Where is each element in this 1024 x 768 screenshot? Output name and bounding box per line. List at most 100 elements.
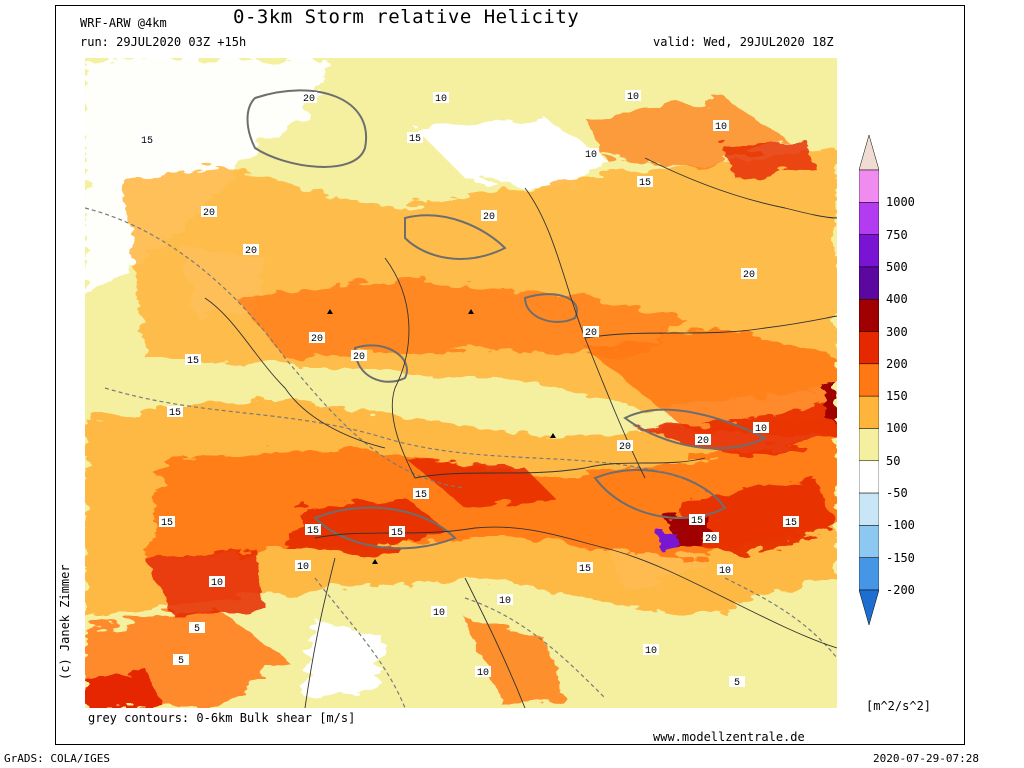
colorbar: [859, 135, 879, 626]
svg-text:10: 10: [719, 566, 731, 577]
chart-title: 0-3km Storm relative Helicity: [233, 6, 580, 28]
colorbar-tick-label: 300: [886, 324, 908, 339]
svg-text:10: 10: [433, 608, 445, 619]
contour-label: 10: [583, 148, 599, 161]
grads-label: GrADS: COLA/IGES: [4, 752, 110, 765]
credit-label: (c) Janek Zimmer: [58, 564, 72, 680]
svg-text:10: 10: [627, 92, 639, 103]
svg-text:15: 15: [415, 490, 427, 501]
svg-text:20: 20: [483, 212, 495, 223]
svg-text:10: 10: [297, 562, 309, 573]
colorbar-tick-label: 400: [886, 292, 908, 307]
svg-text:15: 15: [579, 564, 591, 575]
contour-label: 5: [729, 676, 745, 689]
contour-label: 10: [295, 560, 311, 573]
colorbar-bins: [859, 169, 879, 591]
colorbar-tick-label: -200: [886, 583, 915, 597]
contour-label: 15: [139, 134, 155, 147]
colorbar-bin: [859, 234, 879, 268]
contour-label: 10: [713, 120, 729, 133]
svg-text:15: 15: [169, 408, 181, 419]
contour-label: 10: [497, 594, 513, 607]
svg-text:10: 10: [435, 94, 447, 105]
contour-label: 20: [351, 350, 367, 363]
contour-label: 15: [783, 516, 799, 529]
contour-label: 10: [209, 576, 225, 589]
svg-text:20: 20: [585, 328, 597, 339]
svg-text:20: 20: [697, 436, 709, 447]
colorbar-tick-label: -50: [886, 486, 908, 501]
colorbar-tick-label: 1000: [886, 195, 915, 210]
svg-text:20: 20: [203, 208, 215, 219]
contour-label: 15: [159, 516, 175, 529]
colorbar-bin: [859, 331, 879, 365]
colorbar-tick-label: -150: [886, 550, 915, 565]
contour-label: 15: [637, 176, 653, 189]
svg-text:10: 10: [755, 424, 767, 435]
website-label: www.modellzentrale.de: [653, 730, 805, 744]
svg-text:20: 20: [743, 270, 755, 281]
svg-text:15: 15: [161, 518, 173, 529]
colorbar-bin: [859, 298, 879, 332]
colorbar-top-triangle: [859, 135, 879, 171]
colorbar-tick-label: 150: [886, 389, 908, 404]
svg-text:10: 10: [715, 122, 727, 133]
contour-label: 20: [481, 210, 497, 223]
contour-label: 15: [389, 526, 405, 539]
colorbar-tick-label: 200: [886, 356, 908, 371]
svg-text:10: 10: [499, 596, 511, 607]
colorbar-bin: [859, 169, 879, 203]
contour-label: 20: [741, 268, 757, 281]
svg-text:15: 15: [639, 178, 651, 189]
colorbar-bottom-triangle: [859, 589, 879, 626]
contour-label: 15: [413, 488, 429, 501]
colorbar-bin: [859, 428, 879, 462]
colorbar-bin: [859, 266, 879, 300]
run-label: run: 29JUL2020 03Z +15h: [80, 35, 247, 49]
contour-label: 20: [201, 206, 217, 219]
contour-label: 15: [167, 406, 183, 419]
svg-text:15: 15: [785, 518, 797, 529]
contour-label: 10: [431, 606, 447, 619]
contour-note: grey contours: 0-6km Bulk shear [m/s]: [88, 711, 356, 725]
contour-label: 10: [625, 90, 641, 103]
svg-text:15: 15: [691, 516, 703, 527]
colorbar-bin: [859, 202, 879, 235]
timestamp-label: 2020-07-29-07:28: [873, 752, 979, 765]
contour-label: 20: [583, 326, 599, 339]
contour-label: 15: [689, 514, 705, 527]
contour-label: 15: [185, 354, 201, 367]
colorbar-tick-label: 750: [886, 227, 908, 242]
colorbar-tick-label: 500: [886, 259, 908, 274]
contour-label: 5: [189, 622, 205, 635]
contour-label: 20: [703, 532, 719, 545]
colorbar-tick-label: 50: [886, 453, 901, 468]
colorbar-bin: [859, 557, 879, 591]
svg-text:20: 20: [705, 534, 717, 545]
svg-text:15: 15: [409, 134, 421, 145]
svg-text:5: 5: [734, 678, 740, 689]
colorbar-bin: [859, 395, 879, 429]
svg-text:15: 15: [307, 526, 319, 537]
svg-text:10: 10: [477, 668, 489, 679]
svg-text:20: 20: [303, 94, 315, 105]
svg-text:5: 5: [194, 624, 200, 635]
helicity-map: 20 15 20 20 20 15 20 20 20 20 15 15 20 2…: [85, 58, 837, 708]
contour-label: 20: [617, 440, 633, 453]
svg-text:15: 15: [141, 136, 153, 147]
colorbar-bin: [859, 525, 879, 558]
contour-label: 10: [717, 564, 733, 577]
contour-label: 10: [753, 422, 769, 435]
contour-label: 15: [305, 524, 321, 537]
colorbar-tick-label: -100: [886, 518, 915, 533]
model-label: WRF-ARW @4km: [80, 16, 167, 30]
svg-text:20: 20: [311, 334, 323, 345]
contour-label: 20: [243, 244, 259, 257]
contour-label: 20: [695, 434, 711, 447]
svg-text:20: 20: [245, 246, 257, 257]
svg-text:15: 15: [391, 528, 403, 539]
plot-frame: [55, 5, 965, 745]
valid-label: valid: Wed, 29JUL2020 18Z: [653, 35, 834, 49]
contour-label: 5: [173, 654, 189, 667]
svg-text:20: 20: [353, 352, 365, 363]
